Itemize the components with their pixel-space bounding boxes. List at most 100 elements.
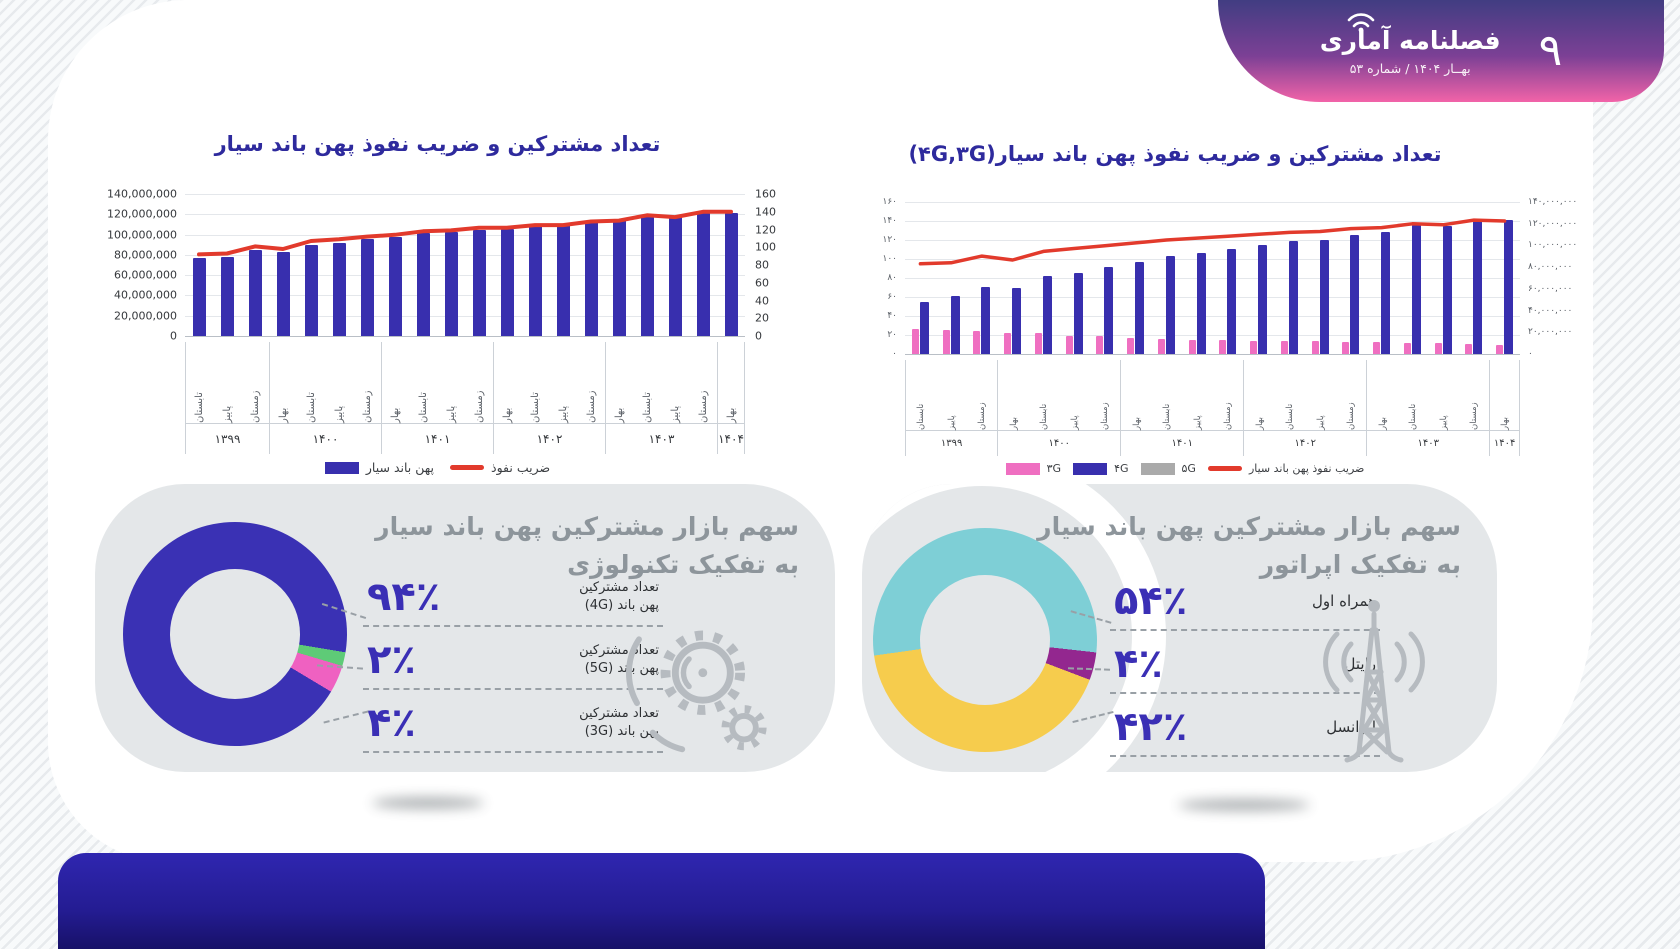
season-label: پاییز bbox=[946, 415, 957, 430]
bar bbox=[1073, 272, 1083, 354]
axis-tick: 60 bbox=[755, 276, 769, 290]
season-label: زمستان bbox=[697, 390, 709, 423]
season-cell: زمستان bbox=[353, 342, 381, 423]
legend-label: ضریب نفوذ پهن باند سیار bbox=[1248, 462, 1365, 475]
bar bbox=[950, 296, 960, 354]
season-cell: تابستان bbox=[1398, 360, 1429, 430]
season-label: تابستان bbox=[1039, 403, 1049, 430]
panel-title: سهم بازار مشترکین پهن باند سیار به تفکیک… bbox=[375, 508, 799, 583]
season-cell: پاییز bbox=[550, 342, 578, 423]
year-label: ۱۳۹۹ bbox=[906, 430, 998, 456]
season-cell: زمستان bbox=[1090, 360, 1121, 430]
chart-title: تعداد مشترکین و ضریب نفوذ پهن باند سیار bbox=[214, 132, 661, 156]
season-labels: بهار تابستان پاییز زمستان bbox=[1367, 360, 1489, 430]
stat-value: ۵۴٪ bbox=[1114, 578, 1188, 624]
bar bbox=[1342, 342, 1350, 354]
stat-label: همراه اول bbox=[1312, 591, 1376, 611]
bar-slot bbox=[185, 194, 213, 336]
legend-item: ۵G bbox=[1140, 462, 1196, 475]
bar-slot bbox=[936, 202, 967, 354]
legend-item: ضریب نفوذ پهن باند سیار bbox=[1207, 462, 1365, 475]
year-group: بهار ۱۴۰۴ bbox=[717, 342, 745, 454]
year-label: ۱۴۰۱ bbox=[382, 423, 493, 454]
bar bbox=[1157, 338, 1165, 354]
gridline bbox=[905, 278, 1520, 279]
season-label: پاییز bbox=[557, 405, 569, 423]
x-axis: تابستان پاییز زمستان ۱۳۹۹ بهار تابستان پاییز زم… bbox=[905, 360, 1520, 456]
bar-slot bbox=[717, 194, 745, 336]
axis-tick: 120 bbox=[755, 223, 776, 236]
bar-slot bbox=[1028, 202, 1059, 354]
bar bbox=[1504, 220, 1514, 354]
season-label: بهار bbox=[390, 407, 402, 423]
penetration-line bbox=[197, 209, 733, 257]
season-cell: بهار bbox=[270, 342, 298, 423]
season-cell: تابستان bbox=[298, 342, 326, 423]
season-label: تابستان bbox=[194, 392, 206, 423]
season-cell: زمستان bbox=[1459, 360, 1490, 430]
bar bbox=[1127, 337, 1135, 354]
season-label: بهار bbox=[1254, 417, 1265, 430]
season-cell: تابستان bbox=[522, 342, 550, 423]
connector-line bbox=[323, 710, 369, 724]
season-label: زمستان bbox=[1100, 402, 1110, 430]
bar bbox=[1135, 261, 1145, 354]
season-label: بهار bbox=[278, 407, 290, 423]
axis-tick: ۱۰۰ bbox=[882, 254, 897, 264]
y-axis-right: ۱۴۰,۰۰۰,۰۰۰ ۱۲۰,۰۰۰,۰۰۰ ۱۰۰,۰۰۰,۰۰۰ ۸۰,۰۰۰,… bbox=[1528, 197, 1638, 359]
season-cell: تابستان bbox=[634, 342, 662, 423]
bar bbox=[724, 213, 738, 336]
bar bbox=[416, 232, 430, 336]
y-axis-left: ۱۶۰ ۱۴۰ ۱۲۰ ۱۰۰ ۸۰ ۶۰ ۴۰ ۲۰ ۰ bbox=[867, 197, 897, 359]
bar-slot bbox=[269, 194, 297, 336]
axis-tick: ۰ bbox=[892, 349, 897, 359]
season-label: پاییز bbox=[445, 405, 457, 423]
bar bbox=[1012, 287, 1022, 354]
season-labels: بهار تابستان پاییز زمستان bbox=[998, 360, 1120, 430]
donut-chart-technology bbox=[123, 522, 347, 746]
season-cell: زمستان bbox=[1213, 360, 1244, 430]
year-group: بهار تابستان پاییز زمستان ۱۴۰۱ bbox=[381, 342, 493, 454]
bar-slot bbox=[661, 194, 689, 336]
year-label: ۱۴۰۱ bbox=[1121, 430, 1244, 456]
axis-tick: ۰ bbox=[1528, 349, 1533, 359]
bar bbox=[668, 217, 682, 336]
bar bbox=[1165, 256, 1175, 354]
season-cell: بهار bbox=[718, 342, 744, 423]
season-cell: پاییز bbox=[1305, 360, 1336, 430]
season-cell: پاییز bbox=[936, 360, 966, 430]
season-labels: بهار تابستان پاییز زمستان bbox=[606, 342, 717, 423]
magazine-title: فصلنامه آماری bbox=[1319, 26, 1501, 55]
bar bbox=[1465, 344, 1473, 354]
gridline bbox=[905, 259, 1520, 260]
season-label: پاییز bbox=[1069, 415, 1080, 430]
gridline bbox=[185, 214, 745, 216]
axis-tick: 140 bbox=[755, 205, 776, 219]
bar bbox=[528, 225, 542, 336]
panel-share-by-technology: سهم بازار مشترکین پهن باند سیار به تفکیک… bbox=[95, 484, 835, 772]
bar bbox=[640, 215, 654, 336]
gridline bbox=[185, 275, 745, 277]
season-cell: تابستان bbox=[186, 342, 214, 423]
legend-label: ۵G bbox=[1181, 462, 1196, 475]
season-label: تابستان bbox=[916, 403, 927, 430]
bar bbox=[192, 257, 206, 336]
bar bbox=[1403, 343, 1411, 354]
season-cell: بهار bbox=[1121, 360, 1152, 430]
gridline bbox=[185, 315, 745, 317]
axis-tick: 120,000,000 bbox=[107, 207, 177, 221]
season-label: زمستان bbox=[977, 402, 988, 430]
year-group: بهار تابستان پاییز زمستان ۱۴۰۲ bbox=[493, 342, 605, 454]
bar bbox=[1434, 343, 1442, 354]
bar-slot bbox=[1120, 202, 1151, 354]
gridline bbox=[185, 254, 745, 256]
year-label: ۱۴۰۰ bbox=[998, 430, 1121, 456]
chart-total-broadband: تعداد مشترکین و ضریب نفوذ پهن باند سیار … bbox=[85, 126, 790, 484]
legend-line-swatch bbox=[1207, 466, 1242, 471]
season-cell: زمستان bbox=[465, 342, 493, 423]
panel-title-line2: به تفکیک تکنولوژی bbox=[567, 549, 799, 579]
season-labels: تابستان پاییز زمستان bbox=[186, 342, 269, 423]
bar-slot bbox=[1090, 202, 1121, 354]
axis-tick: 20,000,000 bbox=[114, 309, 177, 323]
